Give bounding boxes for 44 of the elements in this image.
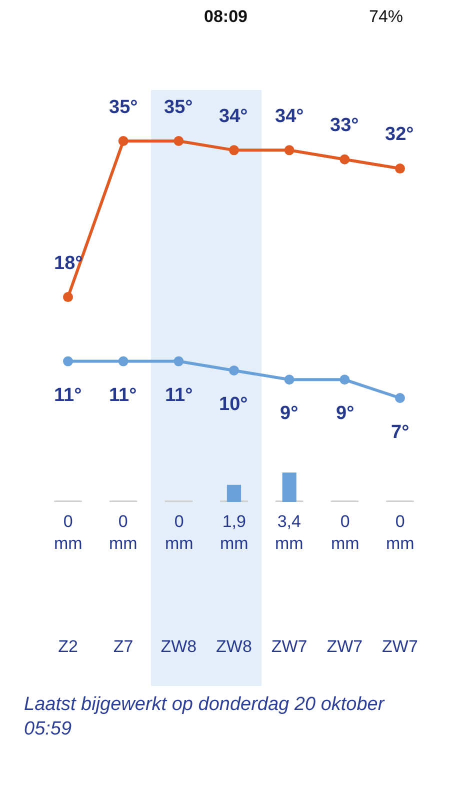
x-tick-label: Z7	[113, 637, 134, 656]
data-label: 32°	[385, 124, 414, 145]
data-label: 11°	[165, 385, 193, 406]
data-label: 34°	[275, 106, 304, 127]
point	[228, 365, 239, 376]
data-label: 0 mm	[109, 512, 138, 554]
point	[174, 356, 184, 366]
point	[63, 292, 73, 302]
x-tick-label: ZW7	[271, 637, 308, 656]
x-tick-label: ZW8	[160, 637, 197, 656]
x-tick-label: Z2	[58, 637, 78, 656]
point	[118, 356, 128, 366]
data-label: 0 mm	[54, 512, 82, 554]
point	[118, 136, 128, 146]
data-label: 35°	[109, 97, 138, 118]
text: 74%	[369, 7, 404, 26]
point	[174, 136, 184, 146]
data-label: 7°	[391, 422, 410, 443]
data-label: 33°	[330, 115, 359, 136]
point	[284, 374, 294, 385]
data-label: 0 mm	[386, 512, 414, 554]
x-tick-label: ZW8	[216, 637, 252, 656]
data-label: 11°	[109, 385, 137, 406]
point	[340, 374, 350, 385]
text: Laatst bijgewerkt op donderdag 20 oktober 05:59	[24, 694, 385, 740]
data-label: 3,4 mm	[275, 512, 304, 554]
data-label: 9°	[280, 403, 298, 424]
data-label: 10°	[219, 394, 248, 415]
point	[228, 145, 239, 156]
x-tick-label: ZW7	[382, 637, 418, 656]
data-label: 9°	[336, 403, 354, 424]
data-label: 35°	[164, 97, 193, 118]
point	[394, 164, 405, 174]
x-tick-label: ZW7	[326, 637, 363, 656]
data-label: 0 mm	[165, 512, 194, 554]
point	[394, 393, 405, 403]
data-label: 11°	[54, 385, 82, 406]
point	[340, 154, 350, 164]
point	[63, 356, 73, 366]
point	[284, 145, 294, 156]
data-label: 0 mm	[331, 512, 360, 554]
text: 08:09	[204, 7, 248, 26]
data-label: 1,9 mm	[220, 512, 248, 554]
data-label: 34°	[219, 106, 248, 127]
